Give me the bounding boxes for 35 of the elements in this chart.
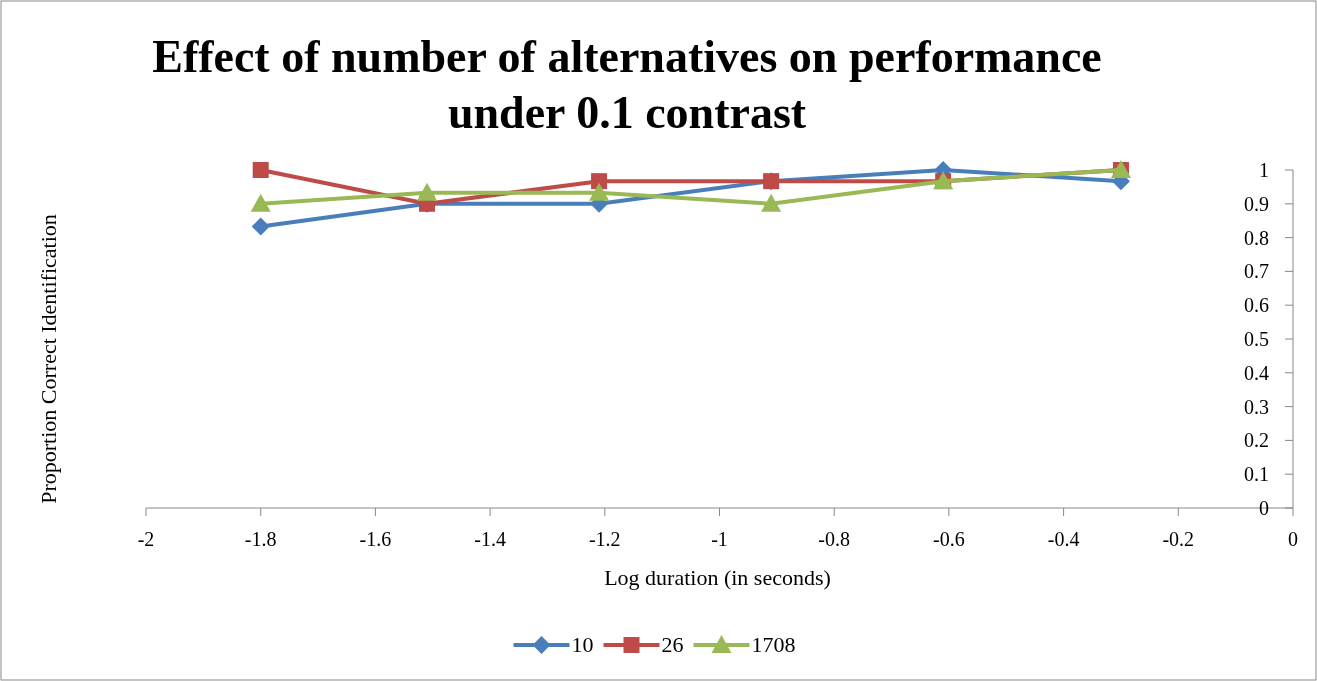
y-tick-label: 0.2 (1244, 429, 1269, 452)
chart-title: Effect of number of alternatives on performance under 0.1 contrast (152, 31, 1102, 138)
y-tick-label: 0.9 (1244, 192, 1269, 215)
y-tick-label: 0.6 (1244, 294, 1269, 317)
x-tick-label: -1.8 (244, 528, 277, 550)
y-axis-title: Proportion Correct Identification (36, 214, 61, 504)
point (591, 173, 608, 190)
y-tick-label: 1 (1259, 159, 1269, 181)
point (250, 193, 271, 212)
y-tick-label: 0.5 (1244, 328, 1269, 350)
x-tick-label: -0.2 (1162, 528, 1195, 550)
point (252, 162, 269, 178)
y-tick-label: 0.8 (1244, 226, 1269, 249)
x-tick-label: -1 (711, 528, 728, 550)
x-tick-label: -1.6 (359, 528, 392, 550)
y-tick-label: 0.1 (1244, 463, 1269, 486)
x-tick-label: -1.2 (588, 528, 621, 550)
y-tick-label: 0 (1259, 497, 1269, 519)
x-tick-label: -0.8 (818, 528, 851, 550)
y-tick-label: 0.4 (1244, 361, 1269, 384)
y-tick-label: 0.7 (1244, 260, 1269, 283)
point (589, 182, 610, 201)
x-tick-label: 0 (1288, 528, 1298, 550)
legend-label: 26 (661, 632, 684, 657)
legend-label: 10 (571, 632, 594, 657)
point (417, 182, 438, 201)
legend-label: 1708 (751, 632, 796, 657)
point (251, 217, 270, 236)
x-tick-label: -2 (137, 528, 155, 550)
y-tick-label: 0.3 (1244, 395, 1269, 418)
x-tick-label: -0.6 (933, 528, 965, 550)
x-tick-label: -0.4 (1047, 528, 1080, 550)
x-tick-label: -1.4 (474, 528, 506, 550)
x-axis-title: Log duration (in seconds) (604, 565, 831, 590)
point (761, 193, 782, 212)
